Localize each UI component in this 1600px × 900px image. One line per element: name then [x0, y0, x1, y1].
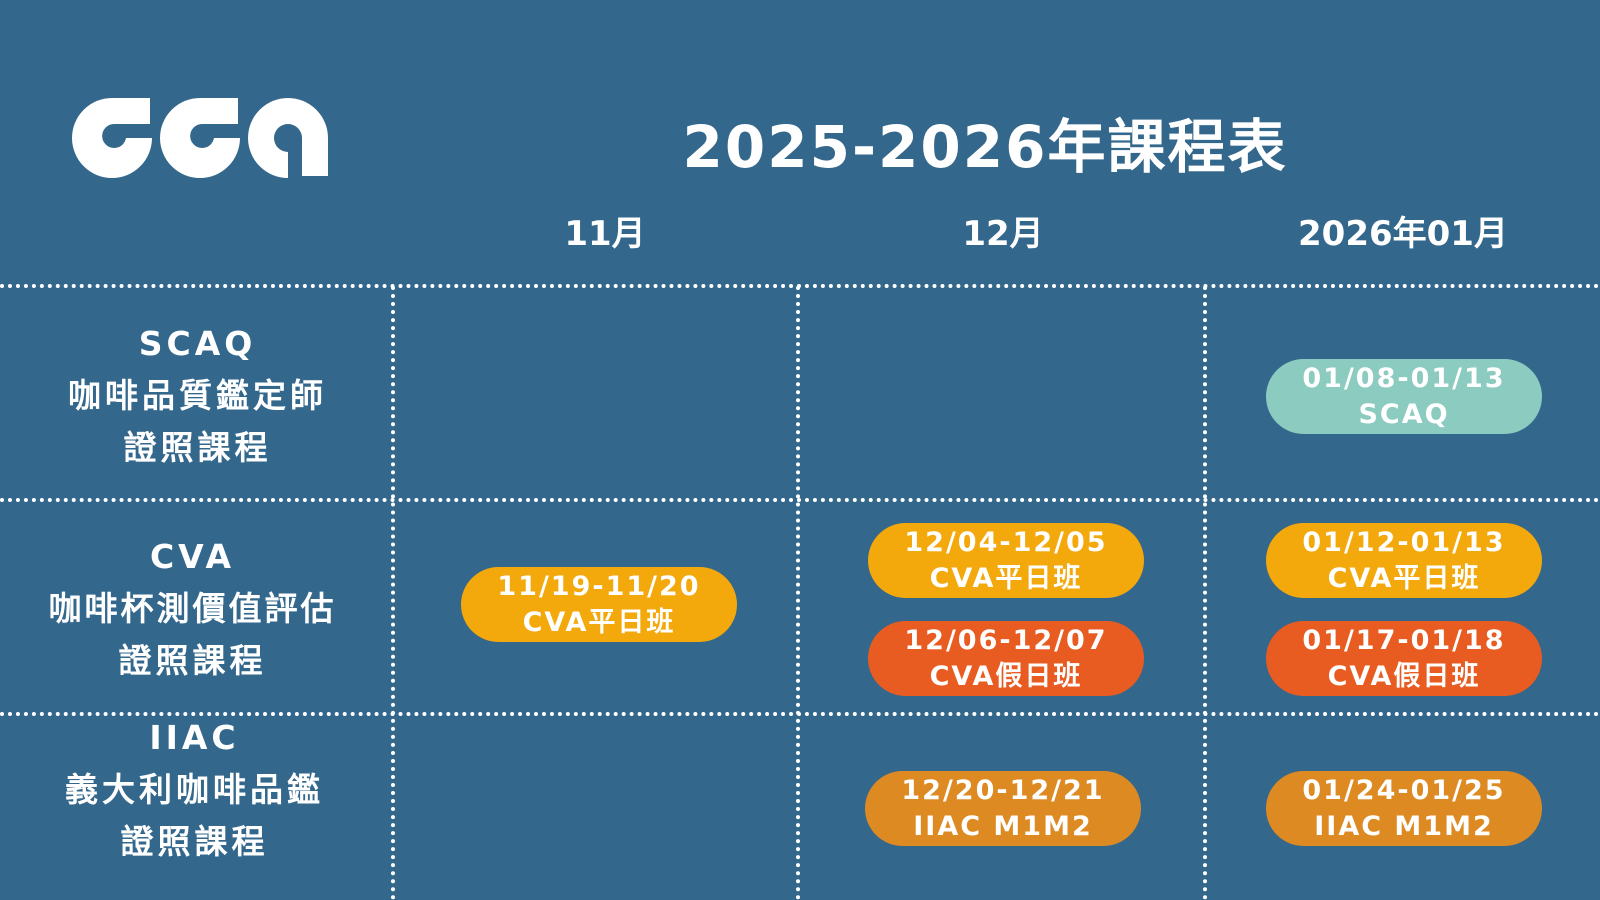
course-pill-scaq-jan: 01/08-01/13 SCAQ: [1266, 359, 1542, 434]
course-dates: 11/19-11/20: [497, 570, 701, 602]
course-code: SCAQ: [138, 324, 257, 363]
course-pill-iiac-jan: 01/24-01/25 IIAC M1M2: [1266, 771, 1542, 846]
course-suffix: 證照課程: [120, 822, 269, 861]
course-label: IIAC M1M2: [913, 810, 1093, 842]
row-label-scaq: SCAQ 咖啡品質鑑定師 證照課程: [20, 318, 375, 474]
course-label: CVA假日班: [1327, 660, 1481, 692]
course-label: CVA平日班: [1327, 562, 1481, 594]
course-dates: 12/20-12/21: [901, 774, 1105, 806]
course-pill-cva-jan-weekday: 01/12-01/13 CVA平日班: [1266, 523, 1542, 598]
course-label: CVA假日班: [929, 660, 1083, 692]
grid-divider: [0, 498, 1600, 502]
course-dates: 01/12-01/13: [1302, 526, 1506, 558]
course-code: CVA: [149, 537, 236, 576]
course-label: IIAC M1M2: [1314, 810, 1494, 842]
row-label-cva: CVA 咖啡杯測價值評估 證照課程: [15, 531, 370, 687]
month-header-nov: 11月: [564, 214, 646, 254]
course-pill-iiac-dec: 12/20-12/21 IIAC M1M2: [865, 771, 1141, 846]
grid-divider: [0, 712, 1600, 716]
course-dates: 01/24-01/25: [1302, 774, 1506, 806]
cca-logo: [72, 98, 328, 178]
course-name: 咖啡杯測價值評估: [48, 589, 337, 628]
month-header-dec: 12月: [962, 214, 1044, 254]
course-label: CVA平日班: [522, 606, 676, 638]
course-dates: 01/17-01/18: [1302, 624, 1506, 656]
course-suffix: 證照課程: [123, 428, 272, 467]
grid-divider: [0, 284, 1600, 288]
month-header-jan: 2026年01月: [1298, 214, 1508, 254]
course-dates: 01/08-01/13: [1302, 362, 1506, 394]
course-name: 義大利咖啡品鑑: [65, 770, 324, 809]
course-dates: 12/06-12/07: [904, 624, 1108, 656]
grid-divider: [1203, 286, 1207, 900]
page-title: 2025-2026年課程表: [682, 113, 1288, 181]
course-code: IIAC: [149, 718, 240, 757]
grid-divider: [796, 286, 800, 900]
course-pill-cva-dec-weekday: 12/04-12/05 CVA平日班: [868, 523, 1144, 598]
course-pill-cva-nov-weekday: 11/19-11/20 CVA平日班: [461, 567, 737, 642]
course-name: 咖啡品質鑑定師: [68, 376, 327, 415]
course-label: CVA平日班: [929, 562, 1083, 594]
course-dates: 12/04-12/05: [904, 526, 1108, 558]
course-suffix: 證照課程: [118, 641, 267, 680]
course-pill-cva-jan-weekend: 01/17-01/18 CVA假日班: [1266, 621, 1542, 696]
course-label: SCAQ: [1358, 398, 1450, 430]
course-pill-cva-dec-weekend: 12/06-12/07 CVA假日班: [868, 621, 1144, 696]
row-label-iiac: IIAC 義大利咖啡品鑑 證照課程: [17, 712, 372, 868]
grid-divider: [391, 286, 395, 900]
